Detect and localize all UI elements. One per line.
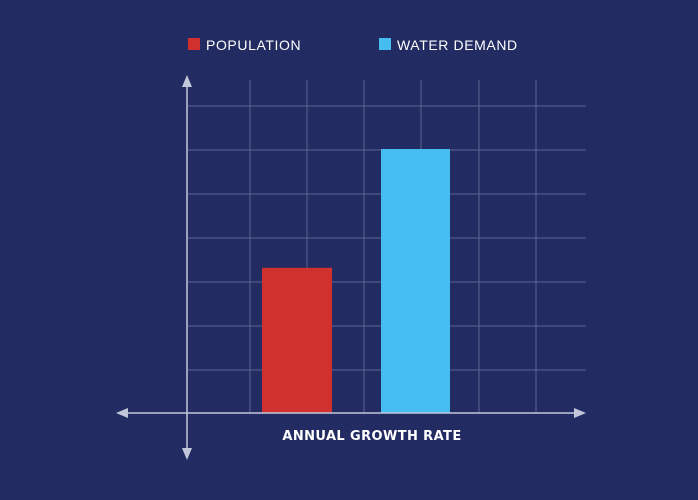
x-axis-arrow-right — [574, 408, 586, 418]
axes — [116, 75, 586, 460]
bars — [262, 149, 450, 413]
y-axis-arrow-up — [182, 75, 192, 87]
legend-swatch-water-demand — [379, 38, 391, 50]
y-axis-arrow-down — [182, 448, 192, 460]
legend-label-water-demand: WATER DEMAND — [397, 37, 518, 53]
x-axis-label: ANNUAL GROWTH RATE — [282, 429, 461, 444]
x-axis-arrow-left — [116, 408, 128, 418]
bar-population — [262, 267, 332, 413]
bar-water-demand — [381, 149, 450, 413]
legend-label-population: POPULATION — [206, 37, 301, 53]
legend-swatch-population — [188, 38, 200, 50]
legend: POPULATION WATER DEMAND — [188, 37, 518, 53]
